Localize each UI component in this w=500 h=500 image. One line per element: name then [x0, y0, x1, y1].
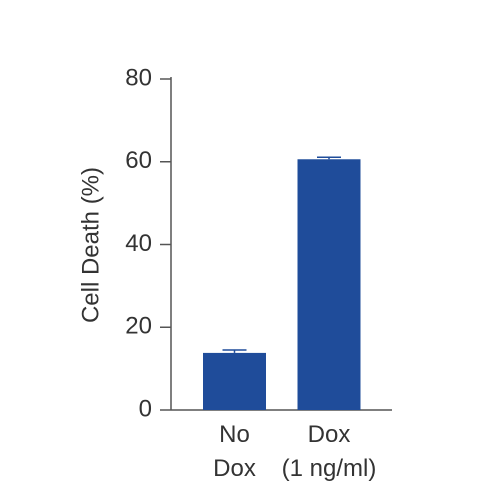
bar — [203, 352, 266, 410]
error-bar — [222, 349, 247, 353]
y-tick-label: 0 — [139, 395, 152, 422]
y-tick-label: 40 — [125, 230, 152, 257]
y-tick-label: 80 — [125, 64, 152, 91]
x-tick-label: No Dox — [213, 421, 256, 482]
bar — [297, 159, 361, 410]
y-tick-label: 60 — [125, 147, 152, 174]
x-tick-label: Dox (1 ng/ml) — [282, 421, 377, 482]
error-bar — [317, 156, 341, 160]
y-axis-label: Cell Death (%) — [77, 167, 104, 323]
y-tick-label: 20 — [125, 313, 152, 340]
